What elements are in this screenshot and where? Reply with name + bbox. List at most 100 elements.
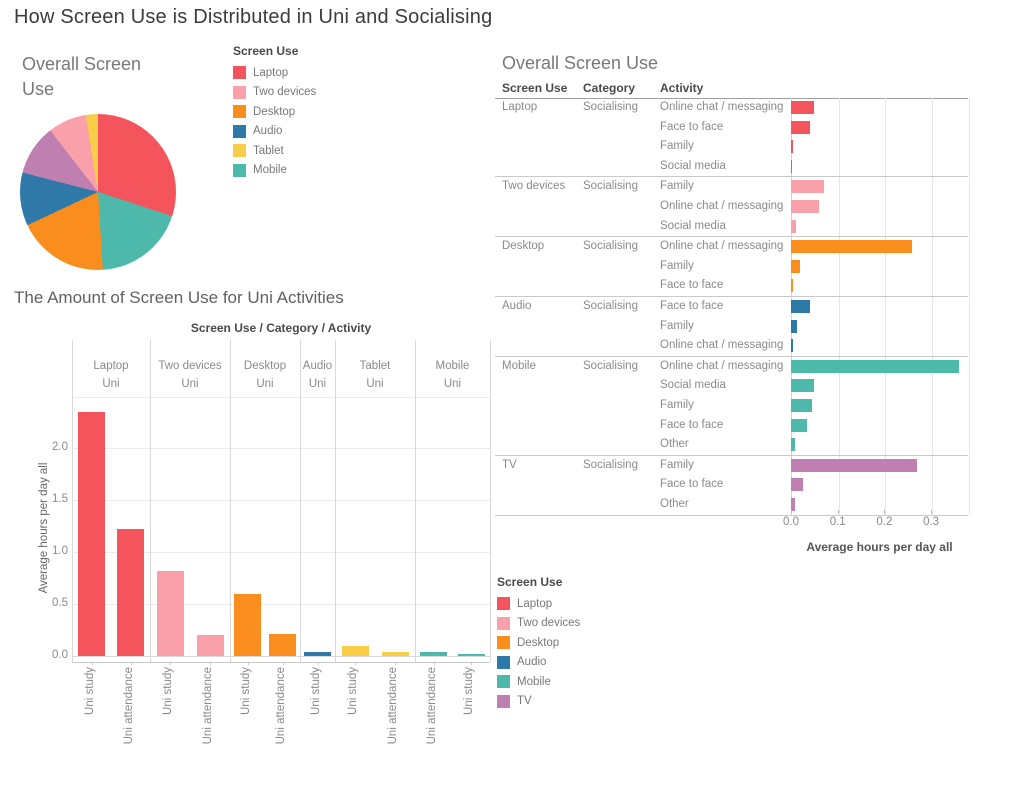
x-axis-tick-label: Uni study <box>309 667 322 715</box>
bar-two-devices-uni-study[interactable] <box>156 570 184 656</box>
legend-item-label: Laptop <box>253 66 289 79</box>
bar-laptop-social-media[interactable] <box>791 159 792 173</box>
legend-item-two-devices[interactable]: Two devices <box>233 83 316 103</box>
bar-tablet-uni-study[interactable] <box>341 645 369 656</box>
bar-desktop-uni-study[interactable] <box>234 593 261 656</box>
bar-mobile-family[interactable] <box>791 398 812 412</box>
legend-swatch-icon <box>233 163 246 177</box>
x-axis-line <box>72 662 490 663</box>
category-label: Socialising <box>583 359 638 372</box>
uni-plot-area: 0.0 0.5 1.0 1.5 2.0 Laptop Uni Uni study Uni att… <box>14 288 516 796</box>
bar-mobile-online-chat-messaging[interactable] <box>791 359 960 373</box>
legend-item-laptop[interactable]: Laptop <box>497 594 580 614</box>
screen-use-label: Laptop <box>502 101 538 113</box>
bar-tv-face-to-face[interactable] <box>791 478 803 492</box>
category-label: Socialising <box>583 458 638 471</box>
bar-laptop-uni-attendance[interactable] <box>117 529 144 656</box>
overall-screen-use-pie[interactable] <box>20 114 176 270</box>
group-desktop: Desktop Socialising Online chat / messagin… <box>495 237 970 297</box>
legend-item-tablet[interactable]: Tablet <box>233 141 316 161</box>
legend-item-tv[interactable]: TV <box>497 692 580 712</box>
socialising-chart-title: Overall Screen Use <box>502 53 659 73</box>
x-axis-tick <box>247 662 249 665</box>
legend-item-mobile[interactable]: Mobile <box>233 161 316 181</box>
group-header-category: Uni <box>308 378 327 390</box>
x-axis-tick <box>282 662 284 665</box>
x-axis-tick-label: Uni study <box>463 667 476 715</box>
x-axis-tick <box>433 662 435 665</box>
bar-audio-family[interactable] <box>791 319 797 333</box>
bar-desktop-face-to-face[interactable] <box>791 279 794 293</box>
legend-item-desktop[interactable]: Desktop <box>233 102 316 122</box>
activity-label: Online chat / messaging <box>660 199 784 212</box>
bar-mobile-social-media[interactable] <box>791 379 815 393</box>
group-audio: Audio Socialising Face to face Family Online… <box>495 296 970 357</box>
activity-label: Face to face <box>660 279 724 292</box>
column-headers: Screen Use Category Activity <box>495 81 968 99</box>
group-separator <box>415 340 416 662</box>
axis-tick-label: 0.3 <box>923 515 940 528</box>
bar-desktop-online-chat-messaging[interactable] <box>791 240 913 254</box>
bar-desktop-family[interactable] <box>791 259 801 273</box>
bar-desktop-uni-attendance[interactable] <box>269 634 296 656</box>
bar-audio-online-chat-messaging[interactable] <box>791 339 794 353</box>
x-axis-tick-label: Uni study <box>239 667 252 715</box>
group-header-screen-use: Audio <box>302 360 333 372</box>
uni-bar-chart: The Amount of Screen Use for Uni Activit… <box>14 288 516 796</box>
socialising-x-axis: 0.0 0.1 0.2 0.3 <box>495 509 968 532</box>
bar-two-devices-family[interactable] <box>791 180 824 194</box>
activity-label: Family <box>660 259 694 272</box>
legend-item-audio[interactable]: Audio <box>233 122 316 142</box>
legend-item-label: Two devices <box>253 86 317 99</box>
gridline <box>838 296 840 356</box>
activity-label: Face to face <box>660 478 724 491</box>
gridline <box>885 296 887 356</box>
gridline <box>885 237 887 296</box>
legend-item-desktop[interactable]: Desktop <box>497 633 580 653</box>
bar-audio-uni-study[interactable] <box>304 651 331 656</box>
bar-two-devices-online-chat-messaging[interactable] <box>791 199 820 213</box>
bar-mobile-other[interactable] <box>791 438 795 452</box>
x-axis-tick-label: Uni study <box>162 667 174 715</box>
gridline <box>838 455 840 515</box>
group-separator <box>335 340 336 662</box>
legend-item-laptop[interactable]: Laptop <box>233 63 316 83</box>
gridline <box>932 356 934 455</box>
group-header-category: Uni <box>366 378 384 390</box>
axis-tick <box>837 509 839 514</box>
bar-laptop-face-to-face[interactable] <box>791 120 810 134</box>
legend-item-label: Desktop <box>253 105 296 118</box>
screen-use-legend-bottom: Screen Use Laptop Two devices Desktop Audio… <box>497 575 580 711</box>
group-separator <box>490 340 491 662</box>
legend-item-label: TV <box>517 695 532 708</box>
bar-two-devices-social-media[interactable] <box>791 219 796 233</box>
legend-item-audio[interactable]: Audio <box>497 653 580 673</box>
legend-item-label: Tablet <box>253 144 284 157</box>
group-header-screen-use: Two devices <box>158 360 222 372</box>
bar-audio-face-to-face[interactable] <box>791 299 810 313</box>
gridline <box>838 237 840 296</box>
legend-item-label: Mobile <box>253 164 287 177</box>
bar-tv-family[interactable] <box>791 458 918 472</box>
pie-chart-title: Overall Screen Use <box>22 54 142 100</box>
x-axis-tick <box>355 662 356 665</box>
bar-tv-other[interactable] <box>791 497 795 511</box>
legend-item-mobile[interactable]: Mobile <box>497 672 580 692</box>
group-two-devices: Two devices Socialising Family Online chat … <box>495 177 970 238</box>
bar-tablet-uni-attendance[interactable] <box>381 651 409 656</box>
bar-mobile-uni-study[interactable] <box>457 653 485 656</box>
bar-two-devices-uni-attendance[interactable] <box>196 635 224 656</box>
bar-mobile-uni-attendance[interactable] <box>420 651 448 656</box>
bar-laptop-family[interactable] <box>791 140 794 154</box>
screen-use-label: Two devices <box>502 180 566 193</box>
bar-mobile-face-to-face[interactable] <box>791 418 808 432</box>
x-axis-tick <box>317 662 319 665</box>
screen-use-label: Audio <box>502 299 532 312</box>
group-header-category: Uni <box>256 378 274 390</box>
legend-item-two-devices[interactable]: Two devices <box>497 614 580 634</box>
category-label: Socialising <box>583 101 638 113</box>
bar-laptop-uni-study[interactable] <box>78 411 105 656</box>
x-axis-tick-label: Uni attendance <box>425 667 438 745</box>
activity-label: Other <box>660 438 689 451</box>
bar-laptop-online-chat-messaging[interactable] <box>791 101 815 114</box>
